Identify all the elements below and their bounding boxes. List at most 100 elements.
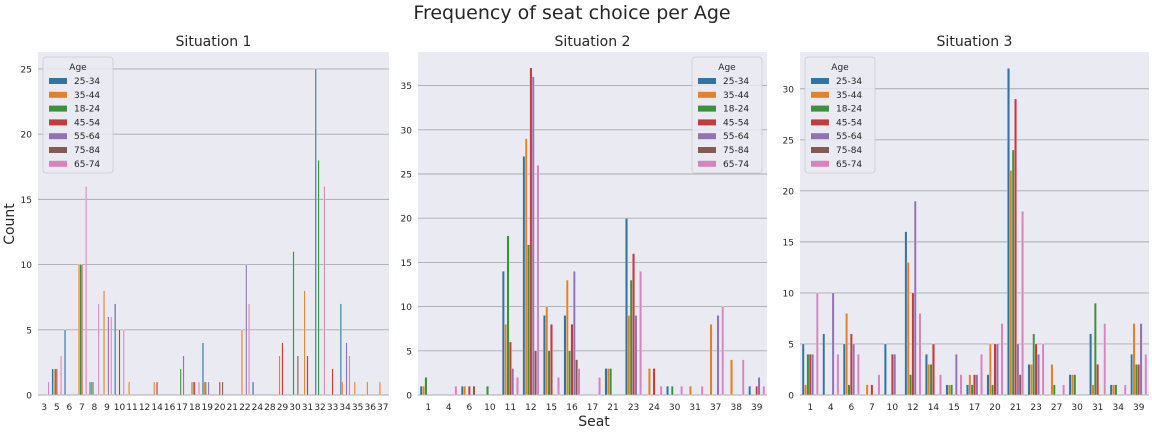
bar-25-34-seat-1	[419, 386, 423, 396]
legend-entry: 65-74	[723, 160, 749, 170]
bar-45-54-seat-21	[1014, 98, 1017, 396]
x-tick-label: 21	[607, 403, 618, 413]
bar-35-44-seat-30	[1071, 374, 1074, 396]
bar-45-54-seat-6	[468, 386, 471, 396]
legend-swatch	[698, 160, 716, 167]
bar-45-54-seat-20	[993, 343, 997, 396]
x-tick-label: 15	[948, 403, 959, 413]
bar-35-44-seat-38	[730, 359, 733, 396]
bar-18-24-seat-21	[1011, 149, 1015, 396]
bar-65-74-seat-7	[85, 186, 88, 396]
bar-55-64-seat-21	[1016, 343, 1020, 396]
y-tick-label: 20	[21, 131, 33, 141]
bar-65-74-seat-24	[659, 386, 663, 396]
bar-55-64-seat-6	[852, 343, 855, 396]
bar-35-44-seat-16	[565, 279, 569, 396]
x-tick-label: 14	[151, 403, 163, 413]
bar-55-64-seat-20	[996, 343, 999, 396]
bar-45-54-seat-10	[118, 329, 121, 396]
legend-entry: 25-34	[74, 77, 100, 87]
bar-35-44-seat-39	[1132, 323, 1136, 396]
legend-box	[42, 56, 114, 174]
bar-55-64-seat-16	[573, 271, 576, 396]
bar-25-34-seat-1	[801, 343, 805, 396]
bar-75-84-seat-21	[1018, 374, 1022, 396]
x-tick-label: 22	[239, 403, 250, 413]
x-tick-label: 12	[139, 403, 150, 413]
bar-55-64-seat-17	[182, 355, 185, 396]
bar-55-64-seat-11	[511, 368, 515, 396]
bar-18-24-seat-32	[317, 160, 320, 396]
bar-65-74-seat-17	[598, 377, 601, 396]
bar-35-44-seat-31	[689, 386, 692, 396]
bar-45-54-seat-7	[81, 264, 83, 396]
bar-35-44-seat-21	[607, 368, 610, 396]
legend-box	[804, 56, 876, 174]
bar-25-34-seat-12	[904, 231, 908, 396]
bar-18-24-seat-15	[950, 384, 953, 396]
bar-35-44-seat-7	[865, 384, 869, 396]
legend-entry: 55-64	[723, 132, 749, 142]
bar-55-64-seat-15	[955, 354, 958, 396]
bar-18-24-seat-30	[292, 251, 295, 396]
bar-35-44-seat-36	[366, 381, 369, 396]
bar-25-34-seat-6	[64, 329, 66, 396]
bar-25-34-seat-34	[339, 303, 342, 396]
legend-entry: 18-24	[74, 105, 100, 115]
bar-35-44-seat-14	[927, 364, 931, 396]
bar-25-34-seat-39	[1130, 354, 1133, 396]
x-tick-label: 38	[730, 403, 742, 413]
legend-swatch	[698, 105, 716, 112]
legend: Age 25-34 35-44 18-24 45-54 55-64 75-84 65-74	[42, 56, 114, 174]
x-tick-label: 31	[689, 403, 700, 413]
bar-45-54-seat-15	[550, 324, 553, 396]
bar-65-74-seat-9	[110, 316, 113, 396]
bar-35-44-seat-7	[78, 264, 80, 396]
x-tick-label: 30	[1071, 403, 1083, 413]
bar-25-34-seat-5	[51, 368, 54, 396]
x-tick-label: 14	[928, 403, 940, 413]
x-tick-label: 6	[66, 403, 72, 413]
x-tick-label: 21	[1010, 403, 1021, 413]
bar-25-34-seat-34	[1109, 384, 1113, 396]
legend-entry: 75-84	[74, 146, 100, 156]
bar-35-44-seat-27	[1050, 364, 1054, 396]
bar-35-44-seat-21	[1009, 170, 1013, 396]
bar-25-34-seat-10	[884, 343, 887, 396]
bar-25-34-seat-8	[89, 381, 91, 396]
bar-18-24-seat-19	[204, 381, 207, 396]
x-tick-label: 11	[126, 403, 137, 413]
bar-45-54-seat-23	[1034, 343, 1038, 396]
x-tick-label: 1	[807, 403, 813, 413]
x-tick-label: 4	[446, 403, 452, 413]
legend-entry: 18-24	[836, 105, 862, 115]
bar-25-34-seat-24	[252, 381, 254, 396]
x-tick-label: 5	[54, 403, 60, 413]
subplot-title: Situation 1	[176, 34, 252, 50]
legend-entry: 35-44	[723, 91, 749, 101]
bar-45-54-seat-10	[891, 354, 894, 396]
bar-25-34-seat-30	[666, 386, 669, 396]
bar-18-24-seat-8	[92, 381, 94, 396]
bar-35-44-seat-18	[190, 381, 193, 396]
bar-65-74-seat-30	[680, 386, 683, 396]
bar-35-44-seat-6	[463, 386, 466, 396]
bar-55-64-seat-37	[716, 315, 720, 396]
bar-45-54-seat-14	[156, 381, 158, 396]
bar-35-44-seat-22	[241, 329, 243, 396]
legend-entry: 75-84	[723, 146, 749, 156]
bar-35-44-seat-11	[504, 324, 507, 396]
x-tick-label: 15	[546, 403, 557, 413]
bar-75-84-seat-20	[221, 381, 224, 396]
bar-18-24-seat-1	[806, 354, 810, 396]
bar-18-24-seat-30	[670, 386, 674, 396]
bar-65-74-seat-23	[639, 271, 642, 396]
x-tick-label: 1	[425, 403, 431, 413]
x-tick-label: 16	[566, 403, 578, 413]
bar-18-24-seat-16	[568, 350, 571, 396]
y-tick-label: 25	[21, 65, 32, 75]
x-tick-label: 10	[887, 403, 899, 413]
x-tick-label: 33	[327, 403, 338, 413]
bar-18-24-seat-6	[847, 384, 851, 396]
